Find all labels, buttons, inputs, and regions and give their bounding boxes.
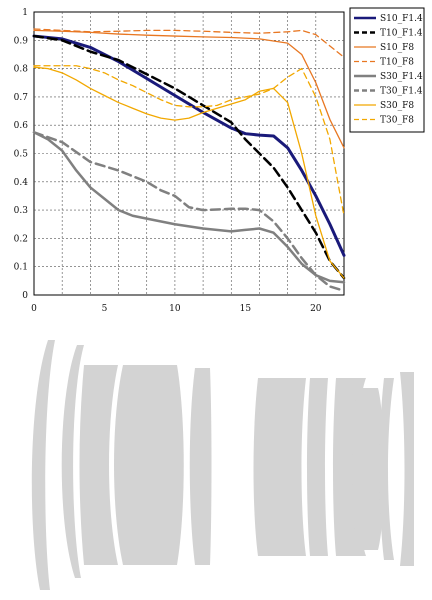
legend-label: S30_F1.4	[380, 72, 423, 82]
series-line-t30-f1-4	[32, 131, 346, 292]
x-tick-label: 20	[310, 304, 322, 314]
y-tick-label: 0.6	[14, 121, 29, 131]
lens-element-5	[189, 368, 212, 565]
y-tick-label: 0.9	[14, 36, 29, 46]
lens-diagram	[31, 340, 414, 590]
y-tick-label: 0.4	[14, 178, 29, 188]
lens-element-2	[61, 345, 84, 578]
series-line-t10-f8	[33, 28, 345, 58]
legend-items: S10_F1.4 T10_F1.4 S10_F8 T10_F8 S30_F1.4 T30_…	[354, 14, 423, 126]
y-tick-label: 0.3	[14, 206, 29, 216]
series-line-t10-f1-4	[32, 34, 346, 280]
legend-label: S10_F1.4	[380, 14, 423, 24]
y-tick-label: 1	[22, 8, 28, 18]
series-line-t30-f8	[33, 65, 345, 217]
lens-element-7	[307, 378, 328, 556]
legend: S10_F1.4 T10_F1.4 S10_F8 T10_F8 S30_F1.4 T30_…	[349, 7, 425, 133]
series-line-s30-f8	[33, 66, 345, 279]
legend-label: S30_F8	[380, 101, 414, 111]
y-tick-label: 0.2	[14, 234, 28, 244]
y-tick-label: 0.8	[14, 65, 29, 75]
lens-element-6	[253, 378, 306, 556]
y-tick-label: 0	[22, 291, 28, 301]
y-tick-label: 0.5	[14, 150, 29, 160]
legend-label: S10_F8	[380, 43, 414, 53]
legend-label: T10_F8	[380, 58, 414, 68]
y-tick-label: 0.7	[14, 93, 29, 103]
lens-element-4	[114, 365, 184, 565]
lens-element-9	[352, 388, 384, 550]
legend-label: T30_F1.4	[380, 87, 423, 97]
x-tick-label: 5	[102, 304, 108, 314]
legend-label: T10_F1.4	[380, 29, 423, 39]
x-tick-labels: 0 5 10 15 20	[31, 304, 322, 314]
series-line-s30-f1-4	[32, 131, 346, 284]
lens-element-3	[79, 365, 118, 565]
mtf-chart: 0 0.1 0.2 0.3 0.4 0.5 0.6 0.7 0.8 0.9 1 0 5 10 15 20	[14, 8, 346, 314]
x-tick-label: 10	[169, 304, 181, 314]
legend-label: T30_F8	[380, 116, 414, 126]
y-tick-labels: 0 0.1 0.2 0.3 0.4 0.5 0.6 0.7 0.8 0.9 1	[14, 8, 29, 301]
legend-box	[349, 7, 425, 133]
y-tick-label: 0.1	[14, 263, 28, 273]
x-tick-label: 0	[31, 304, 37, 314]
x-tick-label: 15	[240, 304, 252, 314]
series-group	[32, 28, 346, 292]
lens-element-10	[379, 378, 394, 560]
series-line-s10-f8	[33, 29, 345, 149]
lens-element-1	[31, 340, 55, 590]
lens-element-11	[400, 372, 414, 566]
